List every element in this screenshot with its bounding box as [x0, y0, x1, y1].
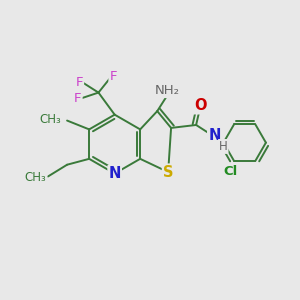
Text: O: O: [194, 98, 207, 113]
Text: F: F: [74, 92, 82, 105]
Text: F: F: [110, 70, 117, 83]
Text: H: H: [219, 140, 228, 153]
Text: NH₂: NH₂: [155, 84, 180, 97]
Text: F: F: [76, 76, 83, 89]
Text: S: S: [163, 165, 173, 180]
Text: N: N: [109, 166, 121, 181]
Text: Cl: Cl: [224, 165, 238, 178]
Text: CH₃: CH₃: [39, 112, 61, 126]
Text: CH₃: CH₃: [25, 172, 46, 184]
Text: N: N: [208, 128, 220, 143]
